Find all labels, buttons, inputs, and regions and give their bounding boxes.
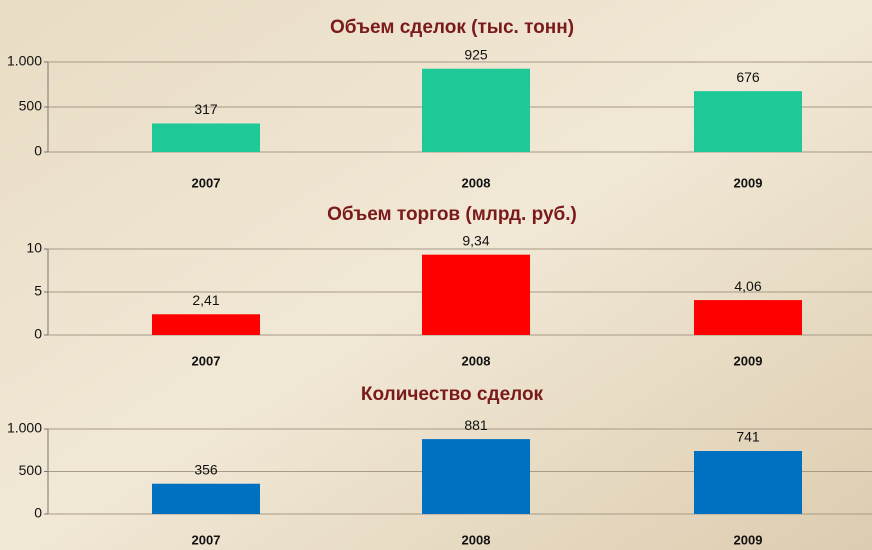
bar [694, 451, 802, 514]
x-tick-label: 2007 [192, 353, 221, 368]
data-label: 925 [464, 46, 488, 62]
chart-title: Объем торгов (млрд. руб.) [327, 204, 577, 225]
bar [422, 254, 530, 335]
x-tick-label: 2009 [734, 532, 763, 547]
y-tick-label: 0 [34, 143, 42, 159]
data-label: 676 [736, 69, 760, 85]
x-tick-label: 2007 [192, 175, 221, 190]
y-tick-label: 1.000 [7, 420, 42, 436]
data-label: 4,06 [734, 278, 761, 294]
y-tick-label: 1.000 [7, 53, 42, 69]
data-label: 356 [194, 461, 218, 477]
y-tick-label: 0 [34, 326, 42, 342]
y-tick-label: 0 [34, 505, 42, 521]
data-label: 2,41 [192, 292, 219, 308]
y-tick-label: 500 [19, 98, 43, 114]
x-tick-label: 2008 [462, 532, 491, 547]
x-tick-label: 2009 [734, 175, 763, 190]
bar [694, 300, 802, 335]
data-label: 317 [194, 101, 218, 117]
bar [422, 68, 530, 152]
data-label: 9,34 [462, 232, 489, 248]
data-label: 741 [736, 429, 760, 445]
bar [422, 439, 530, 514]
bar [152, 123, 260, 152]
x-tick-label: 2008 [462, 175, 491, 190]
x-tick-label: 2009 [734, 353, 763, 368]
y-tick-label: 500 [19, 462, 43, 478]
y-tick-label: 5 [34, 283, 42, 299]
bar [152, 483, 260, 514]
data-label: 881 [464, 417, 488, 433]
x-tick-label: 2007 [192, 532, 221, 547]
bar [694, 91, 802, 152]
chart-title: Объем сделок (тыс. тонн) [330, 17, 574, 38]
x-tick-label: 2008 [462, 353, 491, 368]
chart-title: Количество сделок [361, 384, 544, 405]
bar [152, 314, 260, 335]
y-tick-label: 10 [26, 240, 42, 256]
